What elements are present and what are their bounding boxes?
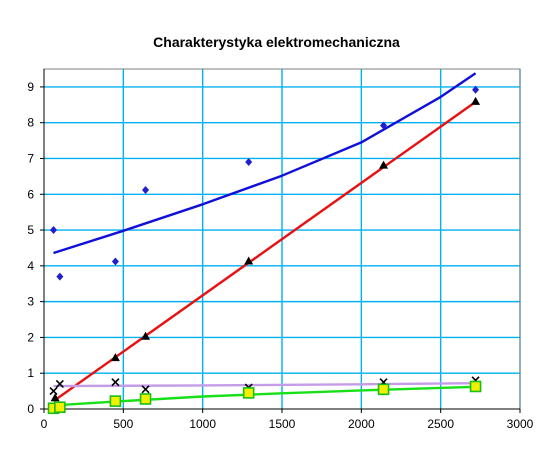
y-tick-label-5: 5 [27, 223, 34, 237]
data-point-series-0-2 [111, 257, 119, 266]
y-tick-label-6: 6 [27, 187, 34, 201]
data-point-series-2-2 [111, 378, 120, 387]
trendline-series-1 [52, 100, 477, 403]
data-point-series-1-3 [244, 256, 254, 265]
data-point-series-3-5 [377, 383, 390, 396]
x-tick-label-6: 3000 [507, 417, 534, 431]
data-point-series-3-1 [54, 401, 66, 414]
y-tick-label-8: 8 [27, 116, 34, 130]
data-point-series-1-4 [379, 160, 389, 169]
data-point-series-3-2 [109, 395, 122, 407]
y-tick-label-1: 1 [27, 366, 34, 380]
data-point-series-1-5 [471, 96, 481, 105]
x-tick-label-3: 1500 [269, 417, 296, 431]
y-tick-label-7: 7 [27, 151, 34, 165]
trendline-series-0 [53, 72, 477, 255]
data-point-series-2-1 [55, 379, 64, 389]
data-point-series-3-3 [139, 393, 152, 405]
y-tick-label-9: 9 [27, 80, 34, 94]
data-point-series-2-3 [141, 385, 150, 394]
data-point-series-3-4 [242, 387, 255, 399]
data-point-series-0-3 [142, 185, 150, 194]
y-tick-label-4: 4 [27, 259, 34, 273]
y-tick-label-2: 2 [27, 330, 34, 344]
data-point-series-0-4 [245, 158, 253, 167]
data-point-series-1-2 [141, 331, 151, 340]
data-point-series-1-0 [50, 393, 60, 402]
x-tick-label-2: 1000 [189, 417, 216, 431]
data-point-series-1-1 [110, 353, 120, 362]
x-tick-label-0: 0 [41, 417, 48, 431]
data-point-series-0-1 [56, 272, 64, 281]
y-tick-label-0: 0 [27, 402, 34, 416]
data-point-series-0-0 [50, 226, 58, 235]
data-point-series-0-6 [472, 85, 480, 94]
x-tick-label-4: 2000 [348, 417, 375, 431]
chart-title: Charakterystyka elektromechaniczna [153, 34, 400, 50]
y-tick-label-3: 3 [27, 295, 34, 309]
trendline-series-2 [53, 382, 476, 388]
data-point-series-3-6 [469, 380, 482, 393]
data-point-series-2-0 [49, 387, 58, 396]
x-tick-label-5: 2500 [427, 417, 454, 431]
x-tick-label-1: 500 [113, 417, 133, 431]
data-point-series-0-5 [380, 121, 388, 130]
